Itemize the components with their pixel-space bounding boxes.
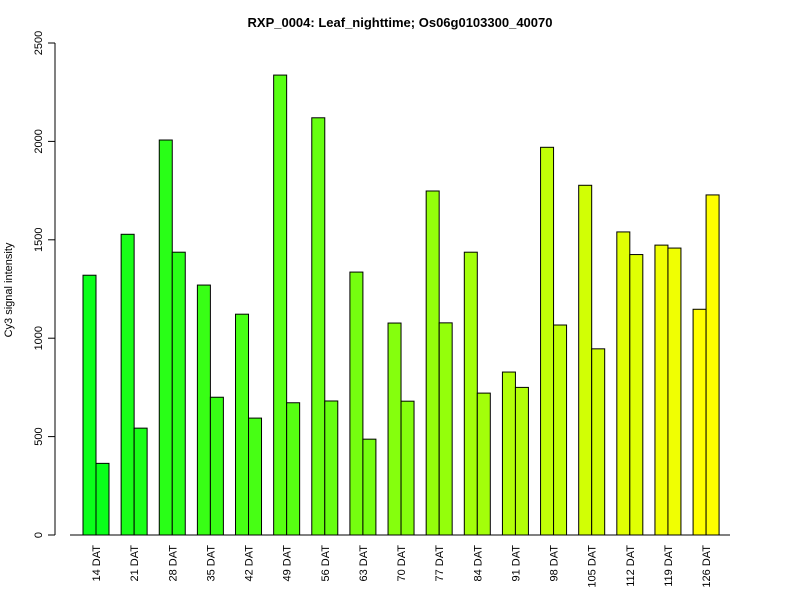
bar-112-dat-rep2 — [629, 254, 644, 536]
bar-84-dat-rep2 — [476, 392, 491, 536]
bar-35-dat-rep2 — [209, 396, 224, 536]
bar-91-dat-rep1 — [501, 371, 516, 536]
bar-112-dat-rep1 — [616, 231, 631, 536]
x-tick-label: 28 DAT — [167, 545, 179, 582]
bar-63-dat-rep1 — [349, 271, 364, 536]
bar-14-dat-rep2 — [95, 462, 110, 536]
bar-105-dat-rep1 — [578, 184, 593, 536]
bars — [82, 74, 720, 536]
x-tick-label: 77 DAT — [434, 545, 446, 582]
bar-35-dat-rep1 — [196, 284, 211, 536]
x-axis-labels: 14 DAT 21 DAT 28 DAT 35 DAT 42 DAT 49 DAT 56 D… — [91, 545, 713, 588]
bar-91-dat-rep2 — [514, 386, 529, 536]
bar-70-dat-rep1 — [387, 322, 402, 536]
bar-84-dat-rep1 — [463, 251, 478, 536]
x-tick-label: 112 DAT — [625, 545, 637, 587]
y-axis: 0 500 1000 1500 2000 2500 — [33, 31, 56, 538]
x-tick-label: 35 DAT — [205, 545, 217, 582]
bar-77-dat-rep2 — [438, 322, 453, 536]
bar-77-dat-rep1 — [425, 190, 440, 536]
bar-56-dat-rep2 — [324, 400, 339, 536]
y-tick-label: 2500 — [33, 31, 45, 55]
bar-21-dat-rep1 — [120, 233, 135, 536]
y-axis-label: Cy3 signal intensity — [3, 242, 15, 337]
bar-42-dat-rep1 — [235, 313, 250, 536]
x-tick-label: 63 DAT — [358, 545, 370, 582]
x-tick-label: 49 DAT — [282, 545, 294, 582]
x-tick-label: 70 DAT — [396, 545, 408, 582]
x-tick-label: 126 DAT — [701, 545, 713, 588]
bar-126-dat-rep2 — [705, 194, 720, 536]
bar-70-dat-rep2 — [400, 400, 415, 536]
x-tick-label: 98 DAT — [549, 545, 561, 582]
bar-49-dat-rep1 — [273, 74, 288, 536]
x-tick-label: 105 DAT — [587, 545, 599, 588]
bar-119-dat-rep2 — [667, 247, 682, 536]
bar-14-dat-rep1 — [82, 274, 97, 536]
bar-21-dat-rep2 — [133, 427, 148, 536]
bar-42-dat-rep2 — [248, 417, 263, 536]
y-tick-label: 2000 — [33, 129, 45, 153]
y-tick-label: 500 — [33, 427, 45, 445]
x-tick-label: 84 DAT — [472, 545, 484, 582]
y-tick-label: 1500 — [33, 228, 45, 252]
x-tick-label: 119 DAT — [663, 545, 675, 587]
x-tick-label: 91 DAT — [510, 545, 522, 582]
x-tick-label: 21 DAT — [129, 545, 141, 582]
x-tick-label: 42 DAT — [244, 545, 256, 582]
bar-98-dat-rep2 — [553, 324, 568, 536]
chart-title: RXP_0004: Leaf_nighttime; Os06g0103300_4… — [248, 15, 553, 30]
bar-28-dat-rep2 — [171, 251, 186, 536]
bar-119-dat-rep1 — [654, 244, 669, 536]
bar-105-dat-rep2 — [591, 348, 606, 536]
y-tick-label: 1000 — [33, 326, 45, 350]
bar-126-dat-rep1 — [692, 308, 707, 536]
x-tick-label: 56 DAT — [320, 545, 332, 582]
bar-56-dat-rep1 — [311, 117, 326, 536]
bar-49-dat-rep2 — [286, 402, 301, 536]
y-tick-label: 0 — [33, 532, 45, 538]
bar-28-dat-rep1 — [158, 139, 173, 536]
x-tick-label: 14 DAT — [91, 545, 103, 582]
bar-98-dat-rep1 — [540, 146, 555, 536]
bar-63-dat-rep2 — [362, 438, 377, 536]
